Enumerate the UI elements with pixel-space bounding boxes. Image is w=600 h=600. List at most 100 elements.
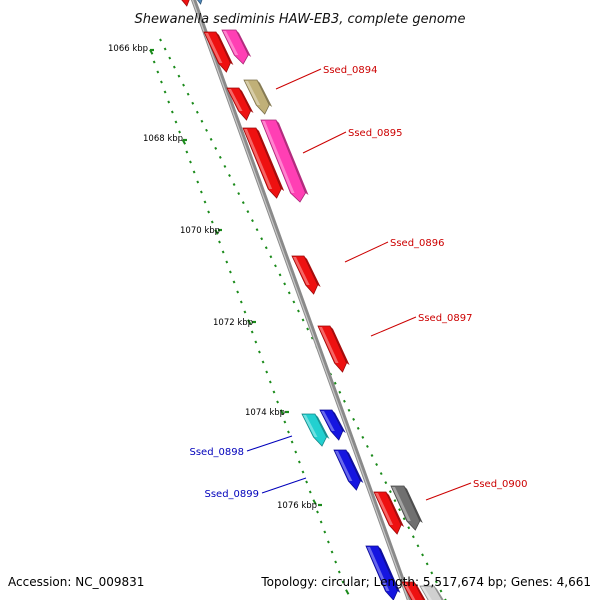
gene-arrow-blue-ssed-0899-shine — [335, 451, 353, 481]
backbone-highlight — [191, 0, 410, 600]
inner-ruler-tick — [170, 110, 174, 114]
inner-ruler-tick — [276, 400, 280, 404]
inner-ruler-tick — [156, 70, 160, 74]
leader-line-ssed_0897 — [370, 316, 417, 337]
gene-arrow-olive-side — [257, 80, 273, 107]
leader-line-ssed_0899 — [261, 477, 307, 494]
gene-arrow-red-bottom-shine — [403, 583, 416, 600]
gene-arrow-gray-ssed-0900-shine — [392, 487, 411, 521]
kbp-label-1066: 1066 kbp — [108, 44, 148, 54]
inner-ruler-tick — [196, 180, 200, 184]
gene-arrow-red-a-shine — [205, 33, 223, 63]
outer-ruler-tick — [260, 237, 264, 241]
gene-arrow-red-ssed-0900-side — [386, 492, 405, 527]
outer-ruler-tick — [365, 444, 369, 448]
outer-ruler-tick — [434, 580, 438, 584]
outer-ruler-tick — [205, 128, 208, 132]
kbp-label-1076: 1076 kbp — [277, 501, 317, 511]
inner-ruler-tick — [225, 260, 229, 264]
inner-ruler-tick — [221, 250, 225, 254]
outer-ruler-tick — [214, 146, 218, 150]
inner-ruler-tick — [272, 390, 276, 394]
genome-title: Shewanella sediminis HAW-EB3, complete g… — [135, 12, 466, 27]
inner-ruler-tick — [250, 330, 254, 334]
leader-line-ssed_0900 — [425, 482, 472, 501]
gene-arrow-pink-ssed-0895-shine — [262, 121, 295, 193]
leader-line-ssed_0896 — [344, 241, 389, 263]
inner-ruler-tick — [268, 380, 272, 384]
outer-ruler-tick — [163, 47, 167, 51]
outer-ruler-tick — [209, 137, 213, 141]
gene-arrow-lightgray-bottom-shine — [421, 587, 433, 600]
gene-arrow-blue-bottom-shine — [367, 547, 390, 591]
gene-labels: Ssed_0894 Ssed_0895 Ssed_0896 Ssed_0897 Ssed… — [189, 65, 528, 501]
outer-ruler-tick — [241, 201, 245, 205]
gene-arrow-olive-shine — [245, 81, 261, 105]
outer-ruler-tick — [177, 74, 181, 78]
outer-ruler-tick — [425, 562, 429, 566]
outer-ruler-tick — [310, 336, 314, 340]
genome-backbone — [190, 0, 413, 600]
inner-ruler-tick — [319, 520, 323, 524]
gene-label-ssed-0897[interactable]: Ssed_0897 — [418, 313, 473, 324]
gene-arrow-red-b-shine — [228, 89, 243, 111]
outer-ruler-tick — [251, 219, 254, 223]
outer-ruler-tick — [338, 390, 342, 394]
outer-ruler-tick — [370, 454, 374, 457]
gene-label-ssed-0896[interactable]: Ssed_0896 — [390, 238, 445, 249]
genome-summary-text: Topology: circular; Length: 5,517,674 bp… — [260, 575, 591, 589]
inner-ruler-tick — [167, 100, 171, 104]
inner-ruler-tick — [236, 290, 240, 294]
gene-arrow-pink-a-shine — [223, 31, 239, 55]
outer-ruler-tick — [301, 318, 305, 322]
outer-ruler-tick — [237, 192, 241, 196]
inner-ruler-tick — [243, 310, 247, 314]
outer-ruler-tick — [168, 56, 172, 60]
outer-ruler-tick — [384, 481, 388, 485]
gene-features — [181, 0, 444, 600]
gene-arrow-blue-a-side — [332, 410, 346, 433]
gene-label-ssed-0899[interactable]: Ssed_0899 — [204, 489, 259, 500]
inner-ruler-tick — [214, 229, 219, 235]
inner-ruler-tick — [330, 550, 334, 554]
inner-ruler-tick — [210, 220, 214, 224]
inner-ruler-tick — [218, 240, 221, 244]
kbp-label-1070: 1070 kbp — [180, 226, 220, 236]
gene-label-ssed-0900[interactable]: Ssed_0900 — [473, 479, 528, 490]
inner-ruler-tick — [265, 370, 269, 374]
gene-label-ssed-0898[interactable]: Ssed_0898 — [189, 447, 244, 458]
kbp-tick-marks — [149, 38, 447, 600]
outer-ruler-tick — [444, 598, 447, 600]
inner-ruler-tick — [290, 440, 294, 444]
outer-ruler-tick — [388, 490, 392, 494]
gene-arrow-blue-ssed-0899-side — [346, 450, 364, 483]
outer-ruler-tick — [274, 264, 277, 268]
inner-ruler-tick — [301, 470, 305, 474]
inner-ruler-tick — [305, 480, 309, 484]
outer-ruler-tick — [264, 246, 268, 250]
gene-arrow-top-steel — [196, 0, 203, 5]
inner-ruler-tick — [279, 409, 285, 415]
inner-ruler-tick — [203, 200, 207, 204]
gene-arrow-gray-ssed-0900-side — [404, 486, 423, 523]
inner-ruler-tick — [178, 130, 182, 134]
gene-label-ssed-0894[interactable]: Ssed_0894 — [323, 65, 378, 76]
inner-ruler-tick — [323, 530, 327, 534]
outer-ruler-tick — [195, 110, 199, 114]
gene-arrow-red-bottom-side — [414, 582, 426, 600]
gene-arrow-lightgray-bottom-side — [434, 586, 444, 600]
inner-ruler-tick — [207, 210, 211, 214]
gene-arrow-red-ssed-0895-side — [256, 128, 285, 191]
inner-ruler-tick — [312, 499, 317, 505]
outer-ruler-tick — [430, 571, 434, 575]
outer-ruler-tick — [361, 435, 365, 439]
gene-label-ssed-0895[interactable]: Ssed_0895 — [348, 128, 403, 139]
gene-arrow-red-ssed-0896-side — [304, 256, 321, 287]
gene-arrow-red-ssed-0896-shine — [293, 257, 310, 285]
gene-arrow-cyan-ssed-0898-side — [315, 414, 330, 439]
inner-ruler-tick — [239, 300, 243, 304]
outer-ruler-tick — [402, 517, 406, 521]
leader-line-ssed_0898 — [246, 435, 293, 452]
inner-ruler-tick — [294, 450, 298, 454]
gene-arrow-pink-a-side — [236, 30, 252, 57]
